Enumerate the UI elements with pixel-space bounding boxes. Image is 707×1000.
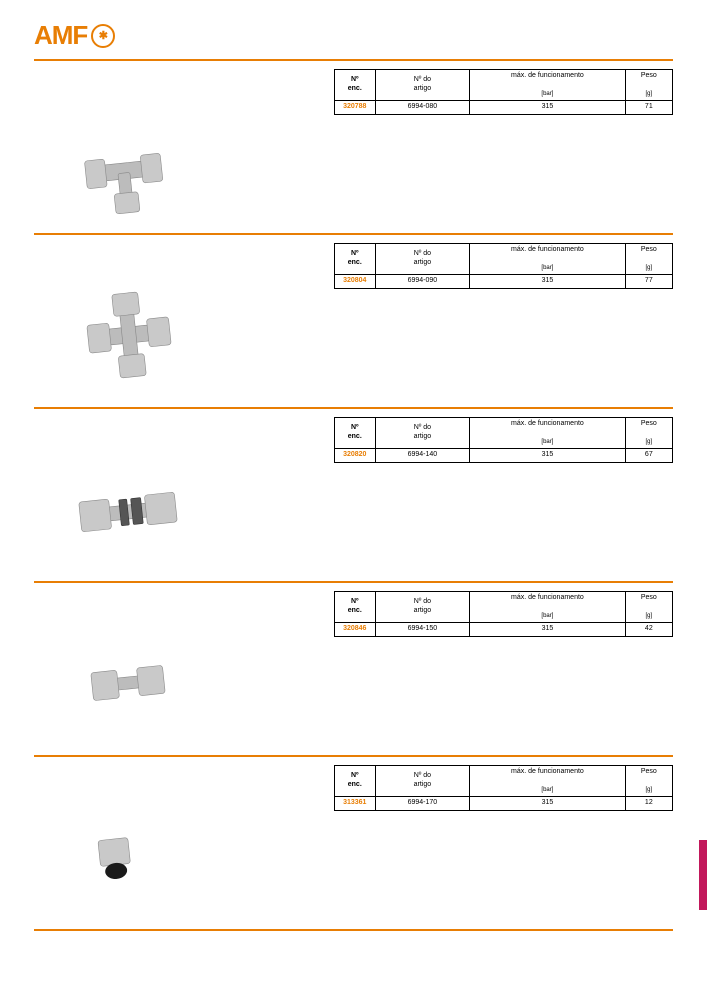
fitting-tee-icon	[64, 129, 184, 219]
col-enc-header: Nºenc.	[335, 70, 376, 101]
cell-bar: 315	[470, 449, 625, 463]
table-row: 3208046994-09031577	[335, 275, 673, 289]
cell-bar: 315	[470, 101, 625, 115]
product-section: Nºenc.Nº doartigomáx. de funcionamento[b…	[34, 233, 673, 393]
col-artigo-header: Nº doartigo	[375, 418, 470, 449]
fitting-bulkhead-icon	[58, 477, 198, 547]
cell-peso: 71	[625, 101, 672, 115]
spec-table: Nºenc.Nº doartigomáx. de funcionamento[b…	[334, 243, 673, 289]
section-divider	[34, 929, 673, 931]
cell-peso: 67	[625, 449, 672, 463]
spec-table: Nºenc.Nº doartigomáx. de funcionamento[b…	[334, 765, 673, 811]
col-artigo-header: Nº doartigo	[375, 766, 470, 797]
fitting-nut-icon	[80, 825, 150, 895]
cell-artigo: 6994-170	[375, 797, 470, 811]
cell-bar: 315	[470, 797, 625, 811]
product-image-area	[34, 417, 324, 567]
spec-table: Nºenc.Nº doartigomáx. de funcionamento[b…	[334, 591, 673, 637]
section-divider	[34, 581, 673, 583]
col-peso-header: Peso[g]	[625, 418, 672, 449]
col-enc-header: Nºenc.	[335, 592, 376, 623]
product-image-area	[34, 765, 324, 915]
cell-artigo: 6994-080	[375, 101, 470, 115]
product-image-area	[34, 591, 324, 741]
cell-peso: 42	[625, 623, 672, 637]
product-table-area: Nºenc.Nº doartigomáx. de funcionamento[b…	[334, 417, 673, 567]
section-divider	[34, 755, 673, 757]
spec-table: Nºenc.Nº doartigomáx. de funcionamento[b…	[334, 69, 673, 115]
col-enc-header: Nºenc.	[335, 418, 376, 449]
col-enc-header: Nºenc.	[335, 244, 376, 275]
col-peso-header: Peso[g]	[625, 766, 672, 797]
col-artigo-header: Nº doartigo	[375, 592, 470, 623]
cell-peso: 77	[625, 275, 672, 289]
product-table-area: Nºenc.Nº doartigomáx. de funcionamento[b…	[334, 243, 673, 393]
section-divider	[34, 233, 673, 235]
cell-artigo: 6994-140	[375, 449, 470, 463]
cell-bar: 315	[470, 623, 625, 637]
table-row: 3133616994-17031512	[335, 797, 673, 811]
col-bar-header: máx. de funcionamento[bar]	[470, 244, 625, 275]
product-table-area: Nºenc.Nº doartigomáx. de funcionamento[b…	[334, 69, 673, 219]
col-bar-header: máx. de funcionamento[bar]	[470, 766, 625, 797]
product-section: Nºenc.Nº doartigomáx. de funcionamento[b…	[34, 581, 673, 741]
brand-logo: AMF ✱	[34, 20, 673, 51]
section-divider	[34, 407, 673, 409]
cell-artigo: 6994-150	[375, 623, 470, 637]
cell-artigo: 6994-090	[375, 275, 470, 289]
cell-enc: 320788	[335, 101, 376, 115]
product-section: Nºenc.Nº doartigomáx. de funcionamento[b…	[34, 755, 673, 915]
cell-enc: 313361	[335, 797, 376, 811]
table-row: 3208466994-15031542	[335, 623, 673, 637]
cell-enc: 320846	[335, 623, 376, 637]
cell-enc: 320804	[335, 275, 376, 289]
product-table-area: Nºenc.Nº doartigomáx. de funcionamento[b…	[334, 591, 673, 741]
product-table-area: Nºenc.Nº doartigomáx. de funcionamento[b…	[334, 765, 673, 915]
side-tab	[699, 840, 707, 910]
brand-text: AMF	[34, 20, 87, 51]
cell-bar: 315	[470, 275, 625, 289]
product-section: Nºenc.Nº doartigomáx. de funcionamento[b…	[34, 59, 673, 219]
col-bar-header: máx. de funcionamento[bar]	[470, 70, 625, 101]
col-artigo-header: Nº doartigo	[375, 244, 470, 275]
product-section: Nºenc.Nº doartigomáx. de funcionamento[b…	[34, 407, 673, 567]
col-bar-header: máx. de funcionamento[bar]	[470, 592, 625, 623]
cell-enc: 320820	[335, 449, 376, 463]
cell-peso: 12	[625, 797, 672, 811]
col-bar-header: máx. de funcionamento[bar]	[470, 418, 625, 449]
col-artigo-header: Nº doartigo	[375, 70, 470, 101]
section-divider	[34, 59, 673, 61]
col-enc-header: Nºenc.	[335, 766, 376, 797]
table-row: 3208206994-14031567	[335, 449, 673, 463]
fitting-cross-icon	[64, 285, 194, 385]
table-row: 3207886994-08031571	[335, 101, 673, 115]
brand-icon: ✱	[91, 24, 115, 48]
col-peso-header: Peso[g]	[625, 592, 672, 623]
col-peso-header: Peso[g]	[625, 244, 672, 275]
fitting-union-icon	[68, 653, 188, 713]
col-peso-header: Peso[g]	[625, 70, 672, 101]
product-image-area	[34, 69, 324, 219]
product-image-area	[34, 243, 324, 393]
spec-table: Nºenc.Nº doartigomáx. de funcionamento[b…	[334, 417, 673, 463]
